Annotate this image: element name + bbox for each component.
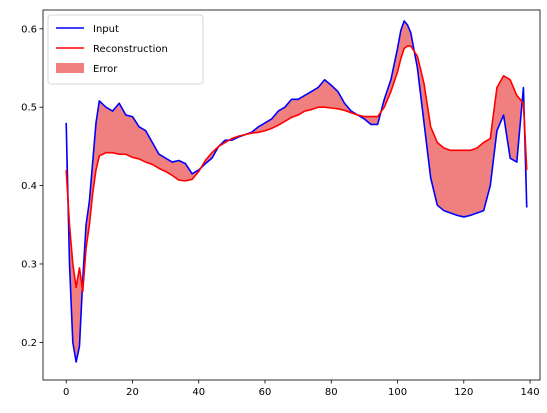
x-tick-label: 100: [388, 387, 407, 398]
x-tick-label: 80: [325, 387, 338, 398]
x-tick-label: 60: [259, 387, 272, 398]
legend-error-swatch: [56, 63, 84, 73]
x-tick-label: 20: [126, 387, 139, 398]
legend: Input Reconstruction Error: [47, 14, 204, 85]
y-tick-label: 0.3: [21, 259, 37, 270]
series-layer: [65, 20, 528, 363]
x-tick-label: 0: [63, 387, 69, 398]
legend-error-label: Error: [93, 64, 118, 75]
y-tick-label: 0.2: [21, 338, 37, 349]
legend-box: [47, 14, 204, 85]
legend-reconstruction-label: Reconstruction: [93, 44, 168, 55]
plot-frame: [42, 9, 541, 381]
legend-input-label: Input: [93, 24, 119, 35]
series-line-0: [65, 20, 528, 363]
axis-ticks: 0 20 40 60 80 100 120 140 0.2 0.3 0.4 0.5 0.6: [21, 24, 540, 398]
y-tick-label: 0.5: [21, 103, 37, 114]
x-tick-label: 40: [192, 387, 205, 398]
y-tick-label: 0.6: [21, 24, 37, 35]
y-tick-label: 0.4: [21, 181, 37, 192]
x-tick-label: 140: [521, 387, 540, 398]
series-line-1: [65, 45, 528, 293]
x-tick-label: 120: [454, 387, 473, 398]
